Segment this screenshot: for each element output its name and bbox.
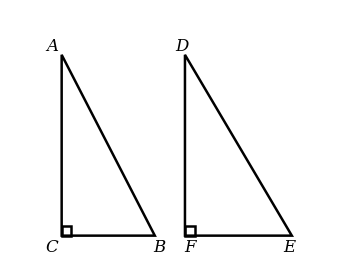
Text: B: B (153, 239, 165, 256)
Text: D: D (175, 38, 189, 55)
Text: F: F (185, 239, 196, 256)
Text: E: E (283, 239, 295, 256)
Text: A: A (46, 38, 58, 55)
Text: C: C (46, 239, 58, 256)
